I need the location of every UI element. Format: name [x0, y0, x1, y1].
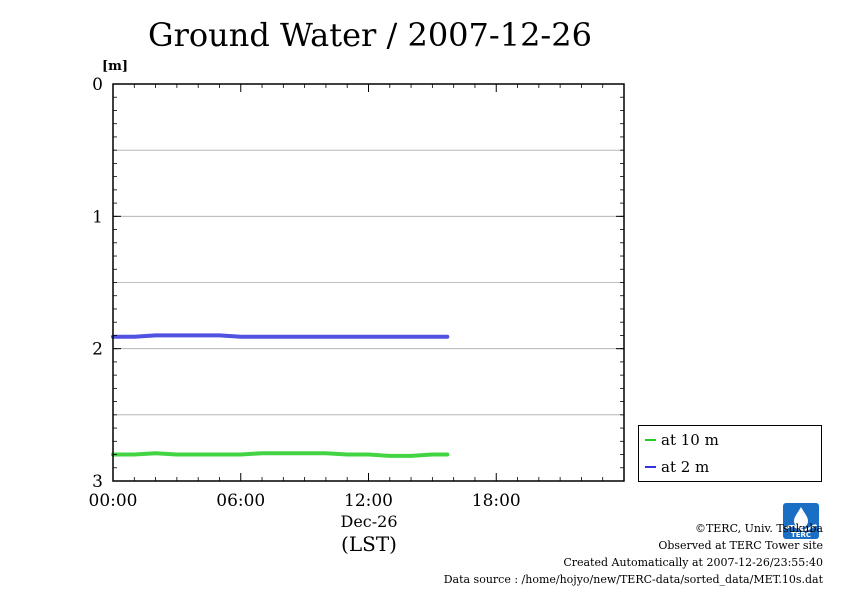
legend-label-10m: at 10 m: [661, 431, 719, 449]
y-tick-label: 2: [92, 340, 103, 360]
observed-text: Observed at TERC Tower site: [658, 539, 823, 552]
x-axis-date: Dec-26: [340, 512, 397, 531]
legend-swatch-2m: [645, 466, 656, 468]
x-tick-label: 00:00: [89, 491, 138, 511]
legend-item-2m: at 2 m: [645, 458, 709, 476]
series-line-1: [111, 333, 450, 339]
x-tick-label: 12:00: [344, 491, 393, 511]
legend-item-10m: at 10 m: [645, 431, 719, 449]
y-tick-label: 1: [92, 207, 103, 227]
legend: at 10 m at 2 m: [638, 425, 822, 482]
x-axis-label: (LST): [341, 532, 397, 556]
data-source-text: Data source : /home/hojyo/new/TERC-data/…: [443, 573, 823, 586]
x-tick-label: 18:00: [472, 491, 521, 511]
y-tick-label: 3: [92, 472, 103, 492]
series-line-0: [111, 451, 450, 458]
series-lines: [111, 333, 450, 458]
chart-title: Ground Water / 2007-12-26: [148, 16, 592, 54]
copyright-text: ©TERC, Univ. Tsukuba: [694, 522, 823, 535]
axis-ticks: 0 1 2 300:00 06:00 12:00 18:00: [89, 75, 624, 511]
grid-lines: [113, 149, 624, 416]
created-text: Created Automatically at 2007-12-26/23:5…: [563, 556, 823, 569]
legend-swatch-10m: [645, 439, 656, 441]
svg-text:TERC: TERC: [791, 531, 811, 539]
x-tick-label: 06:00: [216, 491, 265, 511]
legend-label-2m: at 2 m: [661, 458, 710, 476]
terc-logo-icon: TERC: [783, 503, 819, 539]
y-tick-label: 0: [92, 75, 103, 95]
y-axis-unit: [m]: [102, 59, 128, 74]
